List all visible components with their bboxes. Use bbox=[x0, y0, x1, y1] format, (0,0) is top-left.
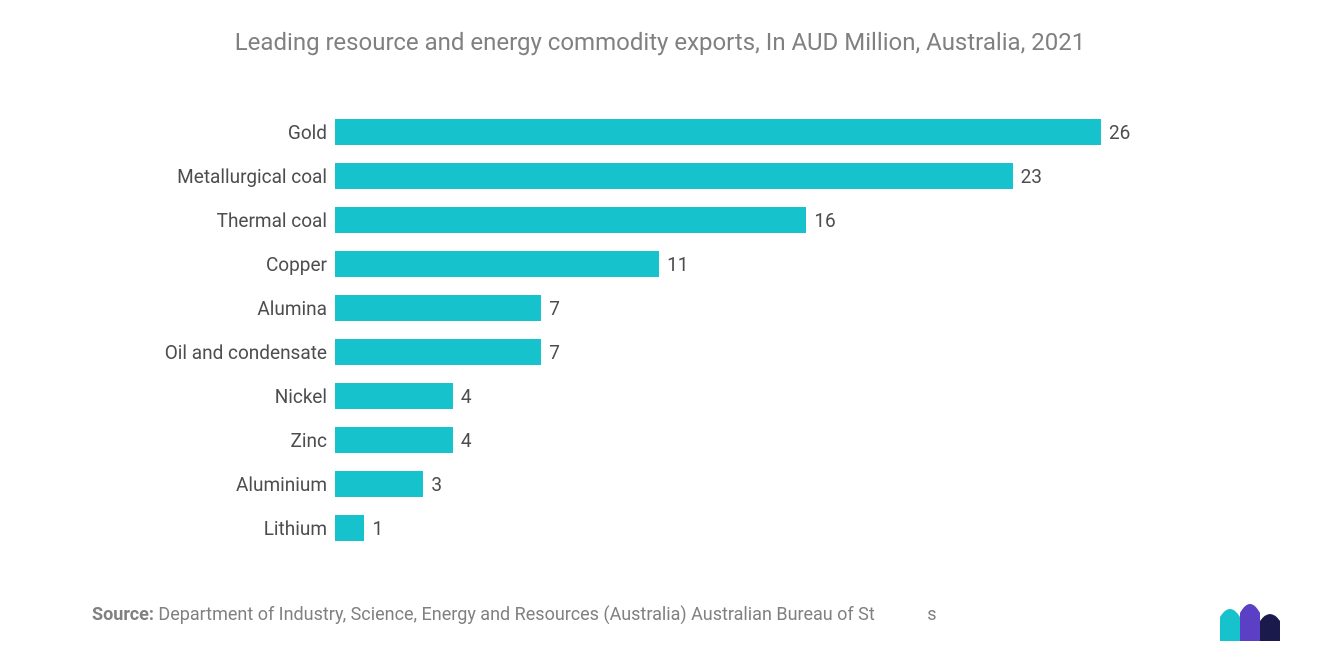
bar bbox=[335, 471, 423, 497]
bar-track: 26 bbox=[335, 119, 1320, 145]
logo-bar-3 bbox=[1260, 614, 1280, 641]
mordor-logo bbox=[1220, 593, 1284, 641]
bar bbox=[335, 427, 453, 453]
chart-row: Metallurgical coal 23 bbox=[0, 154, 1320, 198]
category-label: Zinc bbox=[0, 429, 335, 452]
chart-area: Gold 26 Metallurgical coal 23 Thermal coal 16… bbox=[0, 110, 1320, 550]
bar-track: 3 bbox=[335, 471, 1320, 497]
bar-track: 1 bbox=[335, 515, 1320, 541]
chart-row: Copper 11 bbox=[0, 242, 1320, 286]
value-label: 11 bbox=[659, 253, 688, 276]
bar-track: 11 bbox=[335, 251, 1320, 277]
value-label: 7 bbox=[541, 297, 560, 320]
value-label: 3 bbox=[423, 473, 442, 496]
value-label: 26 bbox=[1101, 121, 1130, 144]
category-label: Aluminium bbox=[0, 473, 335, 496]
bar bbox=[335, 295, 541, 321]
chart-row: Oil and condensate 7 bbox=[0, 330, 1320, 374]
bar bbox=[335, 383, 453, 409]
chart-row: Nickel 4 bbox=[0, 374, 1320, 418]
chart-row: Gold 26 bbox=[0, 110, 1320, 154]
bar-track: 7 bbox=[335, 339, 1320, 365]
bar bbox=[335, 119, 1101, 145]
value-label: 4 bbox=[453, 429, 472, 452]
bar bbox=[335, 515, 364, 541]
source-prefix: Source: bbox=[92, 604, 154, 625]
bar bbox=[335, 207, 806, 233]
chart-row: Lithium 1 bbox=[0, 506, 1320, 550]
chart-row: Zinc 4 bbox=[0, 418, 1320, 462]
category-label: Lithium bbox=[0, 517, 335, 540]
value-label: 1 bbox=[364, 517, 383, 540]
bar-track: 16 bbox=[335, 207, 1320, 233]
value-label: 7 bbox=[541, 341, 560, 364]
chart-row: Alumina 7 bbox=[0, 286, 1320, 330]
category-label: Thermal coal bbox=[0, 209, 335, 232]
bar-track: 4 bbox=[335, 427, 1320, 453]
value-label: 16 bbox=[806, 209, 835, 232]
bar-track: 4 bbox=[335, 383, 1320, 409]
logo-bar-2 bbox=[1240, 604, 1260, 641]
bar-track: 23 bbox=[335, 163, 1320, 189]
chart-title: Leading resource and energy commodity ex… bbox=[0, 0, 1320, 56]
chart-row: Thermal coal 16 bbox=[0, 198, 1320, 242]
bar bbox=[335, 251, 659, 277]
value-label: 23 bbox=[1013, 165, 1042, 188]
category-label: Copper bbox=[0, 253, 335, 276]
value-label: 4 bbox=[453, 385, 472, 408]
source-suffix: s bbox=[927, 604, 936, 625]
category-label: Oil and condensate bbox=[0, 341, 335, 364]
source-line: Source: Department of Industry, Science,… bbox=[92, 604, 1242, 625]
category-label: Alumina bbox=[0, 297, 335, 320]
category-label: Nickel bbox=[0, 385, 335, 408]
source-body: Department of Industry, Science, Energy … bbox=[158, 604, 874, 625]
bar-track: 7 bbox=[335, 295, 1320, 321]
bar bbox=[335, 163, 1013, 189]
bar bbox=[335, 339, 541, 365]
category-label: Gold bbox=[0, 121, 335, 144]
category-label: Metallurgical coal bbox=[0, 165, 335, 188]
chart-row: Aluminium 3 bbox=[0, 462, 1320, 506]
logo-bar-1 bbox=[1220, 609, 1240, 641]
